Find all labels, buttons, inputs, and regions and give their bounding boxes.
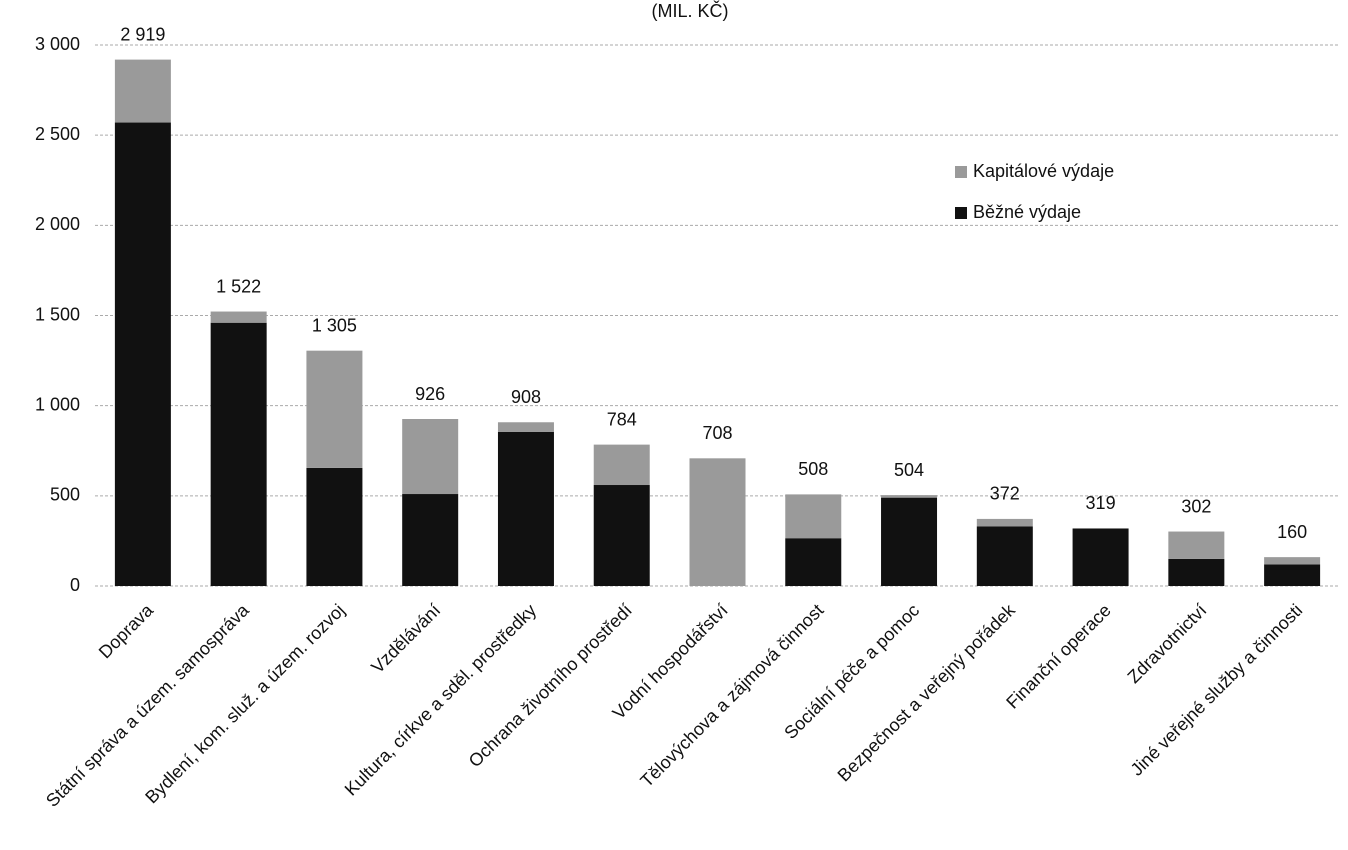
legend-swatch <box>955 207 967 219</box>
total-label: 302 <box>1181 496 1211 516</box>
total-label: 1 522 <box>216 276 261 296</box>
bar-segment <box>881 497 938 586</box>
y-tick-label: 1 500 <box>35 304 80 324</box>
total-label: 504 <box>894 460 924 480</box>
bar-segment <box>497 422 554 432</box>
legend-label: Kapitálové výdaje <box>973 161 1114 181</box>
bar-segment <box>976 518 1033 527</box>
bar-segment <box>1264 564 1321 586</box>
total-label: 2 919 <box>120 24 165 44</box>
x-tick-label: Vzdělávání <box>367 600 444 677</box>
bar-segment <box>785 494 842 539</box>
y-tick-label: 1 000 <box>35 394 80 414</box>
legend-label: Běžné výdaje <box>973 202 1081 222</box>
x-tick-label: Kultura, církve a sděl. prostředky <box>341 600 540 799</box>
bar-segment <box>785 538 842 586</box>
total-label: 784 <box>607 409 637 429</box>
x-tick-label: Ochrana životního prostředí <box>465 600 636 771</box>
y-tick-label: 2 000 <box>35 214 80 234</box>
x-tick-label: Zdravotnictví <box>1124 600 1211 687</box>
bar-segment <box>689 458 746 586</box>
bar-segment <box>593 485 650 586</box>
bar-segment <box>210 322 267 586</box>
bar-segment <box>497 431 554 586</box>
total-label: 926 <box>415 384 445 404</box>
y-tick-label: 0 <box>70 575 80 595</box>
x-tick-label: Bezpečnost a veřejný pořádek <box>834 599 1020 785</box>
bar-segment <box>593 444 650 486</box>
total-label: 1 305 <box>312 315 357 335</box>
total-label: 508 <box>798 459 828 479</box>
bar-segment <box>402 419 459 495</box>
y-tick-label: 500 <box>50 485 80 505</box>
total-label: 908 <box>511 387 541 407</box>
bar-segment <box>210 311 267 323</box>
x-tick-label: Doprava <box>95 599 158 662</box>
x-tick-label: Tělovýchova a zájmová činnost <box>636 600 827 791</box>
x-tick-label: Finanční operace <box>1002 600 1114 712</box>
bar-segment <box>306 467 363 586</box>
bar-segment <box>402 494 459 586</box>
bar-segment <box>1168 531 1225 559</box>
bar-segment <box>306 350 363 468</box>
total-label: 372 <box>990 484 1020 504</box>
bar-segment <box>114 122 171 586</box>
bar-segment <box>1264 557 1321 565</box>
y-tick-label: 3 000 <box>35 34 80 54</box>
bar-segment <box>114 59 171 123</box>
total-label: 319 <box>1086 493 1116 513</box>
chart-title: (MIL. KČ) <box>651 0 728 21</box>
legend-swatch <box>955 166 967 178</box>
x-tick-label: Státní správa a územ. samospráva <box>42 599 254 811</box>
bar-segment <box>1168 558 1225 586</box>
x-tick-label: Jiné veřejné služby a činnosti <box>1127 600 1307 780</box>
total-label: 160 <box>1277 522 1307 542</box>
total-label: 708 <box>702 423 732 443</box>
bar-segment <box>881 495 938 498</box>
y-tick-label: 2 500 <box>35 124 80 144</box>
x-tick-label: Bydlení, kom. služ. a územ. rozvoj <box>141 600 348 807</box>
bar-segment <box>1072 528 1129 586</box>
bar-segment <box>976 526 1033 586</box>
